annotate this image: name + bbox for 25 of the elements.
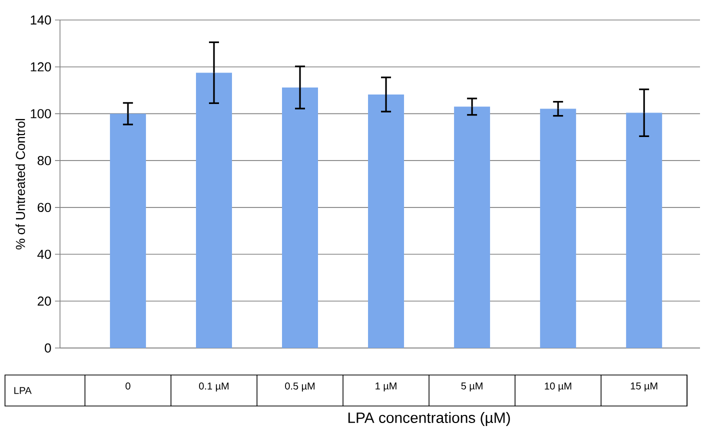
x-tick-label: 0.5 µM — [285, 382, 315, 392]
y-tick-label: 120 — [30, 62, 51, 72]
y-tick-label: 20 — [38, 296, 51, 306]
y-tick-label: 80 — [38, 156, 51, 166]
bar — [110, 114, 146, 348]
bar — [368, 94, 404, 348]
bar — [196, 72, 232, 348]
x-tick-label: 15 µM — [630, 382, 658, 392]
bar — [626, 112, 662, 348]
y-tick-label: 0 — [44, 343, 51, 353]
x-tick-label: 0 — [126, 382, 130, 390]
y-tick-label: 100 — [30, 109, 51, 118]
y-axis-title: % of Untreated Control — [16, 119, 26, 250]
y-tick-label: 40 — [37, 250, 51, 259]
y-tick-label: 60 — [38, 202, 51, 212]
x-tick-label: 1 µM — [376, 382, 396, 392]
bar — [282, 87, 318, 348]
x-axis-title: LPA concentrations (µM) — [348, 412, 510, 426]
x-tick-label: 5 µM — [461, 382, 482, 392]
x-tick-label: 0.1 µM — [199, 382, 228, 392]
text: LPA — [14, 387, 32, 394]
bar — [454, 106, 490, 348]
y-tick-label: 140 — [30, 15, 51, 25]
bar — [540, 108, 576, 348]
x-tick-label: 10 µM — [544, 382, 572, 392]
